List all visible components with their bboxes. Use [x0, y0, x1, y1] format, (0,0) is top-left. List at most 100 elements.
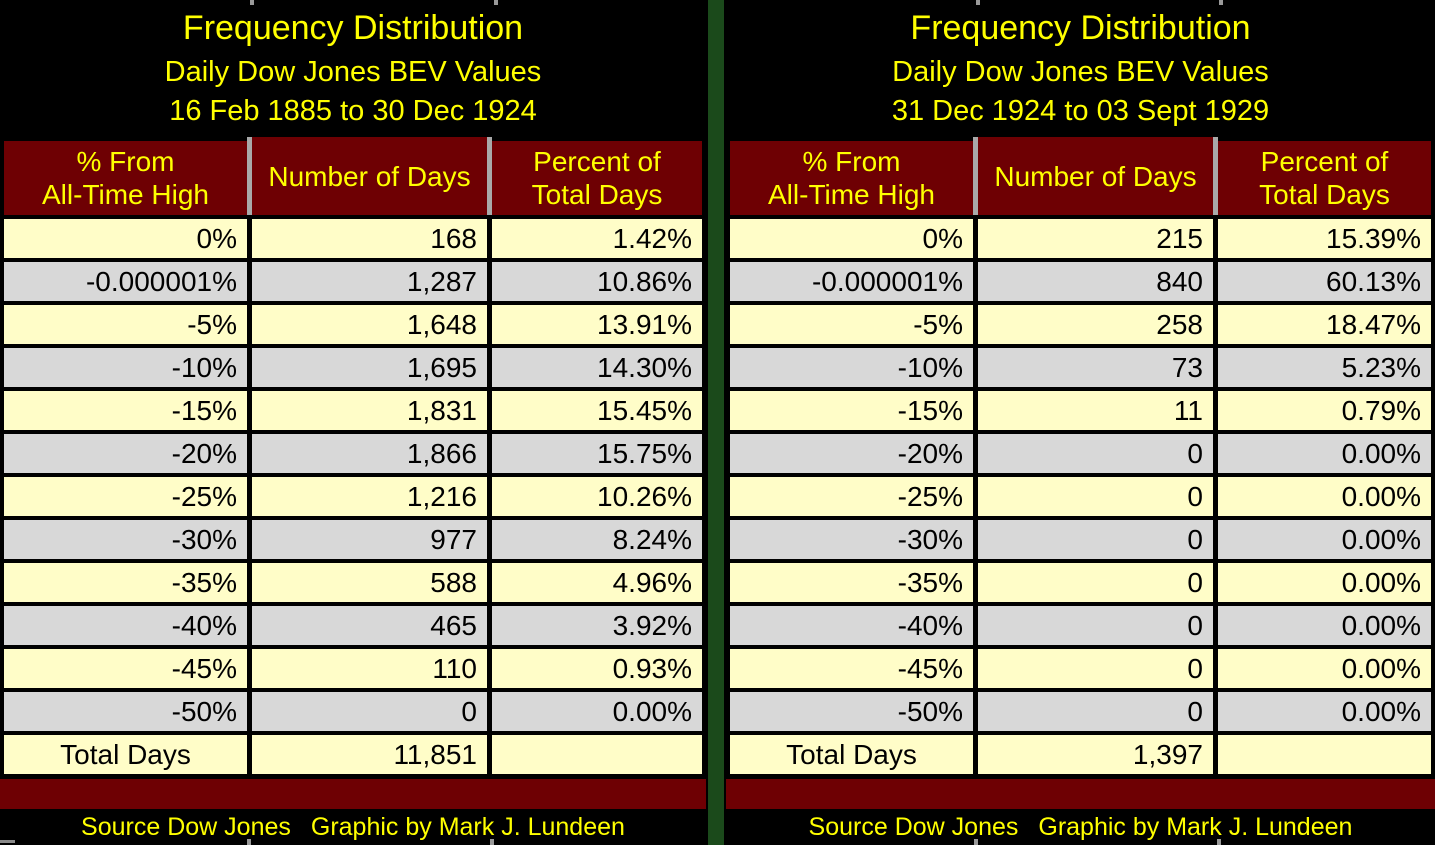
row-percent-cell: 10.86% — [492, 262, 702, 301]
left-table-title: Frequency Distribution — [182, 9, 524, 47]
left-footer: Source Dow Jones Graphic by Mark J. Lund… — [0, 809, 706, 845]
row-days-cell: 465 — [252, 606, 487, 645]
row-label-cell: -35% — [730, 563, 973, 602]
row-days-cell: 0 — [978, 520, 1213, 559]
header-line: Number of Days — [994, 160, 1197, 192]
left-header-number-of-days: Number of Days — [252, 137, 487, 215]
right-header-number-of-days: Number of Days — [978, 137, 1213, 215]
row-percent-cell: 13.91% — [492, 305, 702, 344]
row-percent-cell — [492, 735, 702, 774]
row-days-cell: 0 — [978, 692, 1213, 731]
row-label-cell: -45% — [4, 649, 247, 688]
row-label-cell: -30% — [730, 520, 973, 559]
row-label-cell: -30% — [4, 520, 247, 559]
row-label-cell: 0% — [730, 219, 973, 258]
row-days-cell: 0 — [978, 649, 1213, 688]
tick-mark — [974, 839, 978, 845]
header-line: Number of Days — [268, 160, 471, 192]
row-days-cell: 1,216 — [252, 477, 487, 516]
header-line: % From — [802, 146, 901, 177]
right-table-title: Frequency Distribution — [910, 9, 1251, 47]
left-title-block: Frequency Distribution Daily Dow Jones B… — [0, 0, 706, 137]
data-grid-left: 0% 168 1.42% -0.000001% 1,287 10.86% -5% 1,648 1… — [0, 215, 706, 774]
row-percent-cell: 0.00% — [1218, 434, 1431, 473]
row-label-cell: -0.000001% — [4, 262, 247, 301]
row-label-cell: -50% — [730, 692, 973, 731]
row-label-cell: -20% — [730, 434, 973, 473]
credit-label: Graphic by Mark J. Lundeen — [310, 812, 625, 841]
left-maroon-band — [0, 779, 706, 809]
row-days-cell: 1,648 — [252, 305, 487, 344]
right-header-pct-from-high: % From All-Time High — [730, 141, 973, 215]
row-days-cell: 73 — [978, 348, 1213, 387]
right-footer: Source Dow Jones Graphic by Mark J. Lund… — [726, 809, 1435, 845]
row-percent-cell: 10.26% — [492, 477, 702, 516]
left-frequency-table-panel: Frequency Distribution Daily Dow Jones B… — [0, 0, 706, 845]
row-days-cell: 1,287 — [252, 262, 487, 301]
header-line: Total Days — [1259, 179, 1390, 210]
row-days-cell: 0 — [978, 563, 1213, 602]
row-days-cell: 0 — [978, 477, 1213, 516]
row-days-cell: 1,866 — [252, 434, 487, 473]
right-frequency-table-panel: Frequency Distribution Daily Dow Jones B… — [726, 0, 1435, 845]
left-table-subtitle: Daily Dow Jones BEV Values — [164, 56, 542, 88]
row-label-cell: Total Days — [4, 735, 247, 774]
header-line: Total Days — [531, 179, 663, 210]
row-percent-cell: 0.00% — [492, 692, 702, 731]
row-days-cell: 1,695 — [252, 348, 487, 387]
row-days-cell: 110 — [252, 649, 487, 688]
row-days-cell: 0 — [978, 434, 1213, 473]
row-label-cell: -20% — [4, 434, 247, 473]
header-line: % From — [76, 146, 175, 177]
row-label-cell: 0% — [4, 219, 247, 258]
row-label-cell: -5% — [4, 305, 247, 344]
header-separator — [1213, 137, 1218, 215]
row-label-cell: Total Days — [730, 735, 973, 774]
row-percent-cell — [1218, 735, 1431, 774]
row-label-cell: -5% — [730, 305, 973, 344]
right-title-block: Frequency Distribution Daily Dow Jones B… — [726, 0, 1435, 137]
tick-mark — [1219, 0, 1223, 5]
tick-mark — [494, 0, 498, 5]
tick-mark — [1217, 839, 1221, 845]
row-percent-cell: 0.00% — [1218, 692, 1431, 731]
row-label-cell: -15% — [4, 391, 247, 430]
row-label-cell: -15% — [730, 391, 973, 430]
row-percent-cell: 0.00% — [1218, 649, 1431, 688]
row-days-cell: 11,851 — [252, 735, 487, 774]
row-percent-cell: 0.93% — [492, 649, 702, 688]
row-percent-cell: 8.24% — [492, 520, 702, 559]
row-label-cell: -35% — [4, 563, 247, 602]
row-percent-cell: 0.00% — [1218, 477, 1431, 516]
row-percent-cell: 15.39% — [1218, 219, 1431, 258]
header-line: All-Time High — [768, 179, 935, 210]
row-label-cell: -45% — [730, 649, 973, 688]
left-header-row: % From All-Time High Number of Days Perc… — [0, 137, 706, 215]
row-percent-cell: 0.00% — [1218, 520, 1431, 559]
left-header-percent-of-total: Percent of Total Days — [492, 141, 702, 215]
left-table-date-range: 16 Feb 1885 to 30 Dec 1924 — [169, 95, 537, 127]
right-table-date-range: 31 Dec 1924 to 03 Sept 1929 — [891, 95, 1270, 127]
source-label: Source Dow Jones — [808, 812, 1019, 841]
header-line: Percent of — [533, 146, 661, 177]
row-percent-cell: 1.42% — [492, 219, 702, 258]
tick-mark — [490, 839, 494, 845]
row-percent-cell: 0.79% — [1218, 391, 1431, 430]
row-percent-cell: 5.23% — [1218, 348, 1431, 387]
row-days-cell: 11 — [978, 391, 1213, 430]
header-separator — [487, 137, 492, 215]
row-days-cell: 258 — [978, 305, 1213, 344]
left-header-pct-from-high: % From All-Time High — [4, 141, 247, 215]
row-percent-cell: 60.13% — [1218, 262, 1431, 301]
row-percent-cell: 0.00% — [1218, 563, 1431, 602]
row-label-cell: -0.000001% — [730, 262, 973, 301]
row-label-cell: -50% — [4, 692, 247, 731]
row-days-cell: 1,397 — [978, 735, 1213, 774]
header-line: All-Time High — [42, 179, 209, 210]
row-label-cell: -40% — [730, 606, 973, 645]
row-label-cell: -10% — [730, 348, 973, 387]
row-percent-cell: 15.45% — [492, 391, 702, 430]
data-grid-right: 0% 215 15.39% -0.000001% 840 60.13% -5% 258 18.4… — [726, 215, 1435, 774]
header-separator — [973, 137, 978, 215]
